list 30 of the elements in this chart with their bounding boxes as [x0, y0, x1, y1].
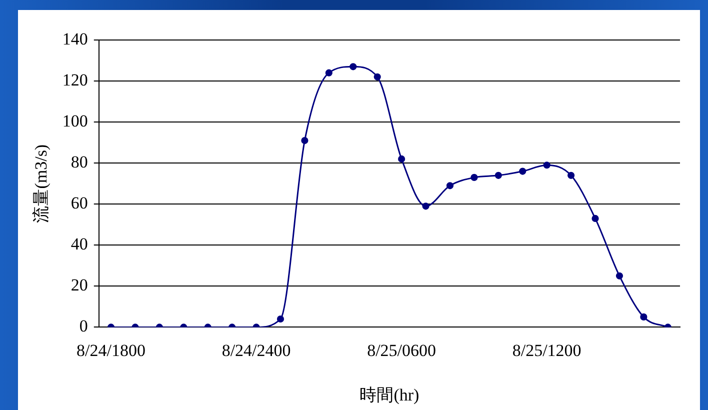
- y-tick-label: 60: [70, 194, 88, 213]
- point: [374, 73, 381, 80]
- point: [616, 272, 624, 280]
- y-tick-label: 140: [62, 29, 88, 48]
- point: [519, 168, 526, 175]
- x-tick-label: 8/24/2400: [222, 340, 291, 360]
- x-tick-label: 8/25/0600: [367, 340, 436, 360]
- x-tick-label: 8/24/1800: [76, 340, 146, 360]
- y-tick-label: 80: [70, 152, 88, 172]
- point: [301, 136, 308, 144]
- point: [446, 182, 454, 190]
- point: [543, 162, 550, 169]
- point: [592, 214, 599, 222]
- point: [398, 155, 406, 163]
- point: [567, 172, 575, 179]
- y-tick-label: 100: [62, 112, 88, 131]
- y-tick-label: 120: [62, 70, 88, 90]
- y-tick-label: 0: [79, 316, 88, 336]
- y-axis-title: 流量(m3/s): [32, 144, 51, 223]
- x-axis-title: 時間(hr): [360, 385, 420, 404]
- point: [422, 202, 430, 210]
- point: [470, 174, 478, 181]
- y-tick-label: 40: [70, 234, 88, 254]
- point: [350, 63, 357, 70]
- point: [325, 69, 332, 76]
- point: [494, 172, 502, 179]
- x-tick-label: 8/25/1200: [512, 340, 582, 360]
- y-tick-label: 20: [70, 276, 88, 295]
- point: [276, 315, 284, 323]
- point: [640, 313, 648, 320]
